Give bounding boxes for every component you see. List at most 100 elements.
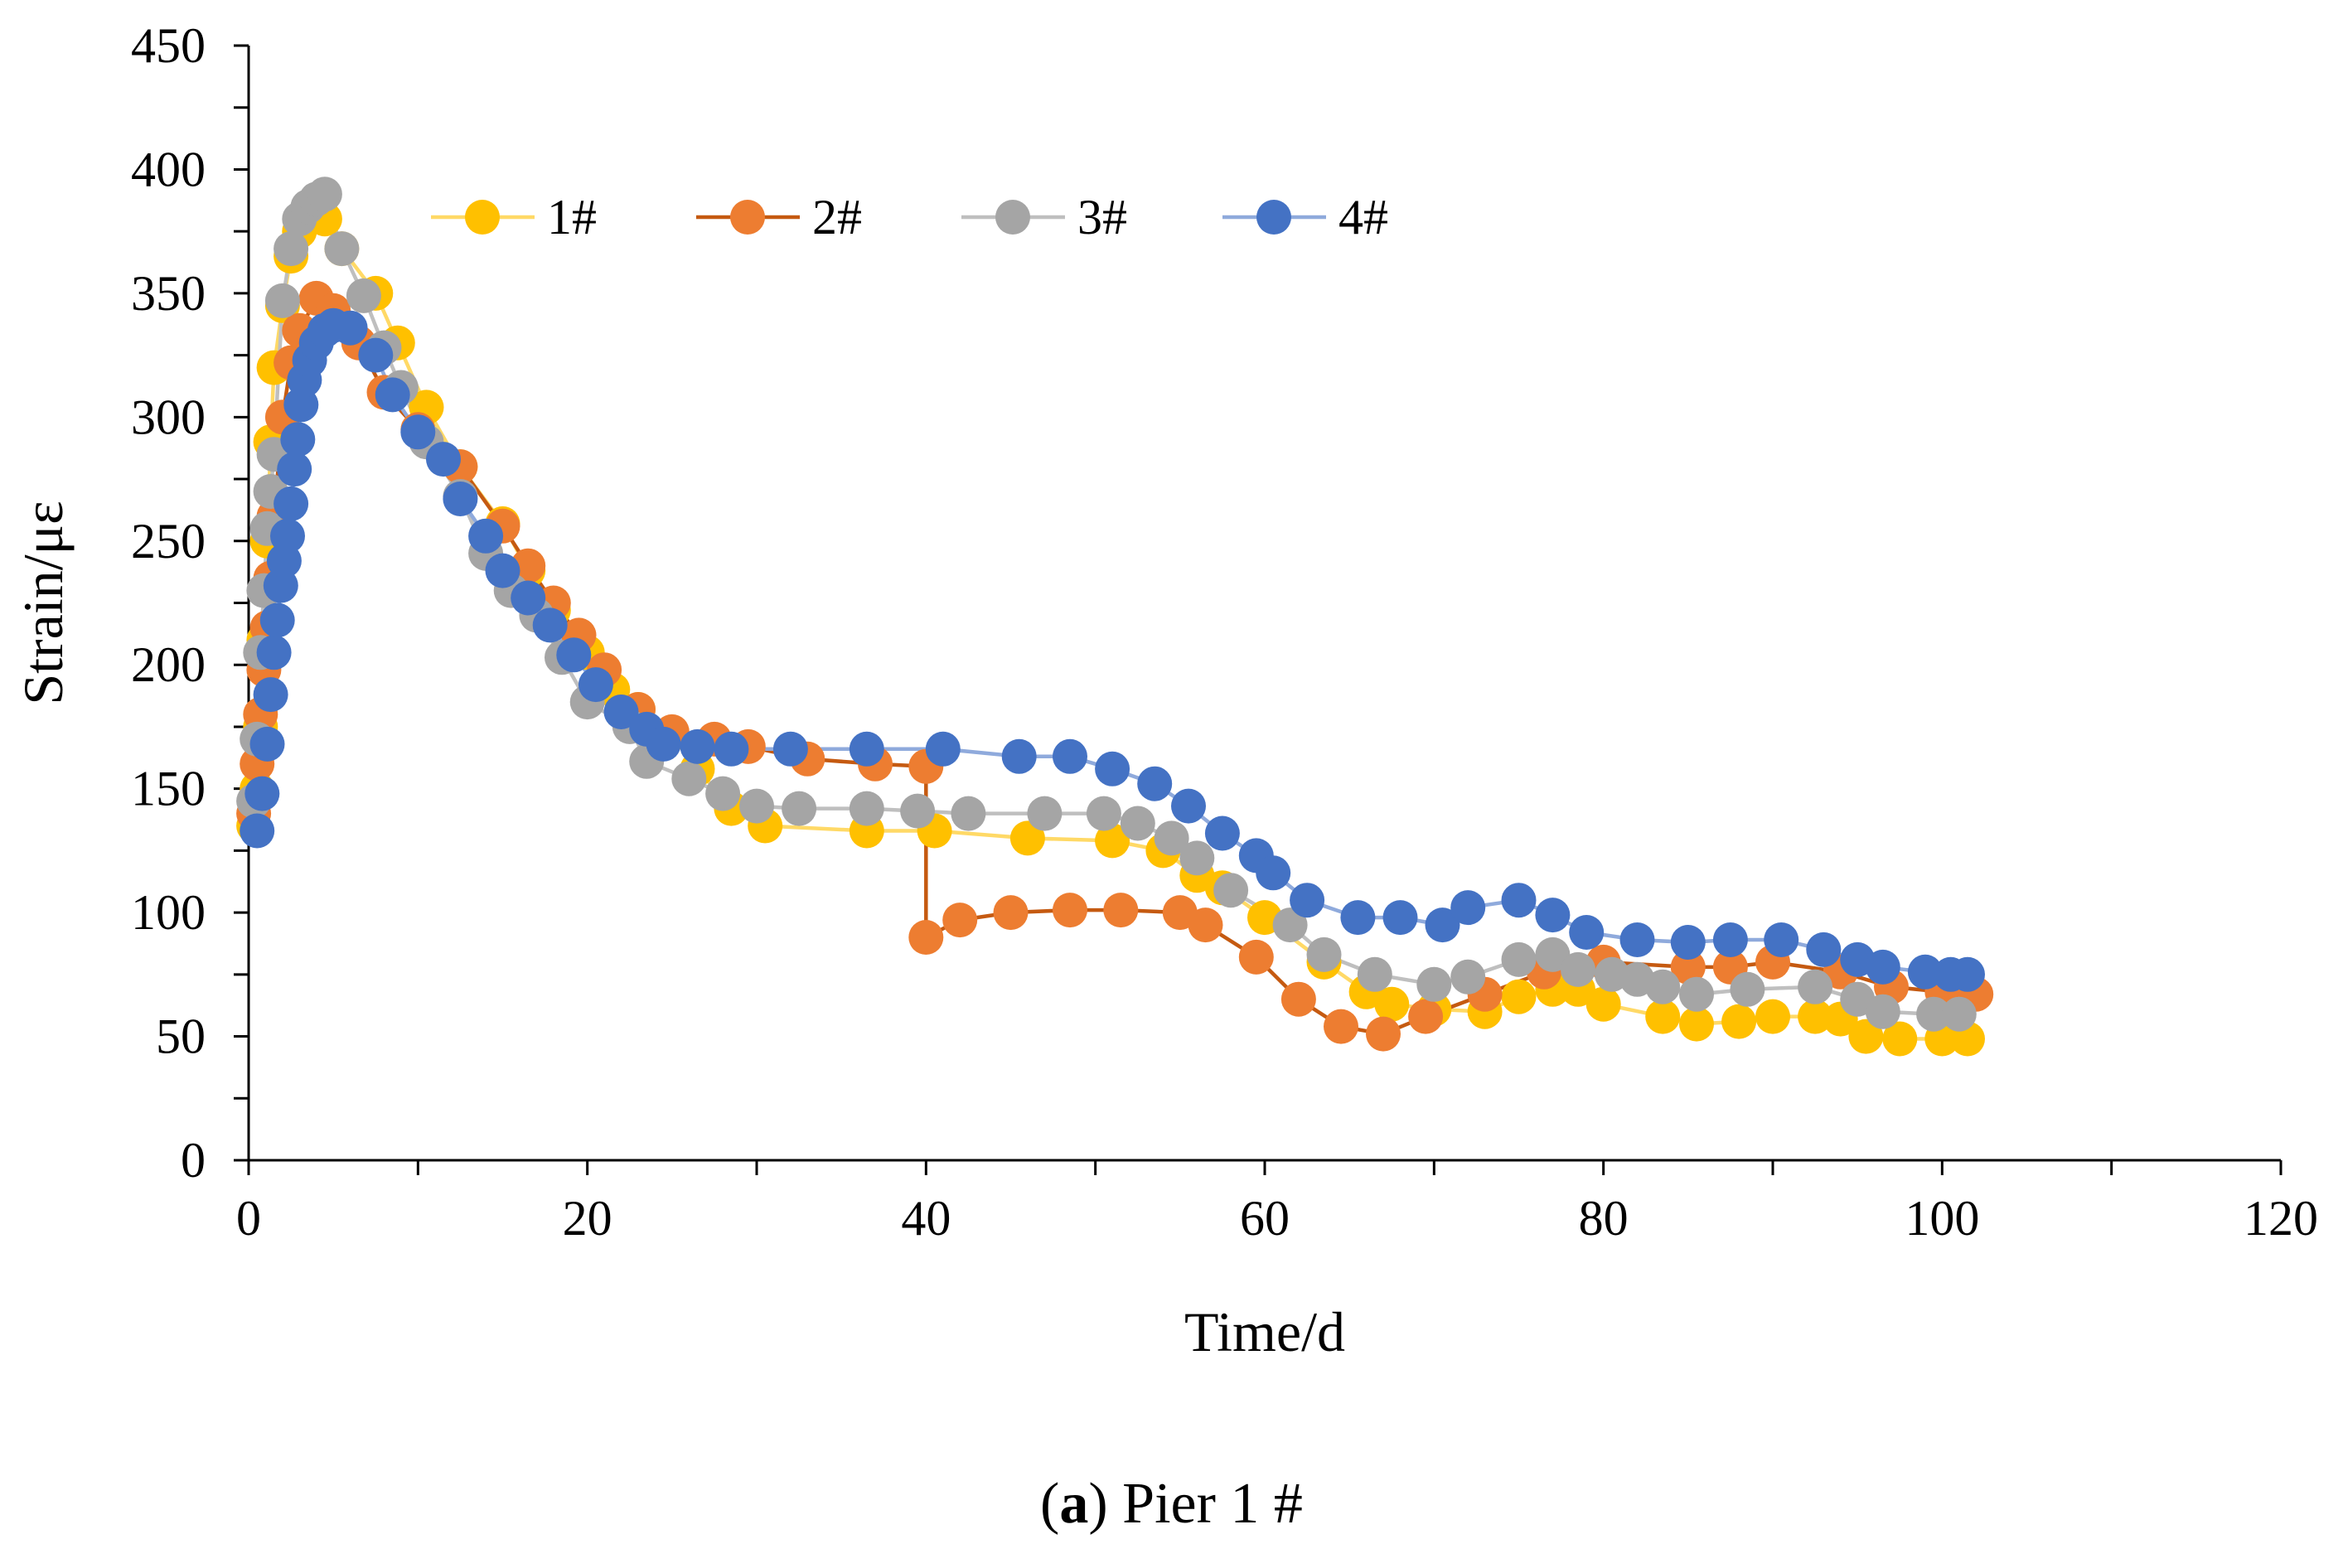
data-point-s4 <box>358 337 394 373</box>
y-tick-label: 200 <box>131 637 206 692</box>
data-point-s3 <box>782 791 817 826</box>
data-point-s4 <box>426 442 461 477</box>
data-point-s2 <box>942 903 978 938</box>
data-point-s2 <box>1408 999 1444 1034</box>
data-point-s3 <box>1357 956 1392 992</box>
data-point-s1 <box>1798 999 1833 1034</box>
data-point-s3 <box>274 231 309 267</box>
data-point-s2 <box>1188 907 1223 943</box>
data-point-s4 <box>1001 738 1037 774</box>
y-tick-label: 250 <box>131 514 206 569</box>
data-point-s3 <box>1535 936 1571 972</box>
data-point-s1 <box>1585 986 1621 1022</box>
data-point-s4 <box>1290 883 1325 918</box>
data-point-s4 <box>646 726 681 762</box>
data-point-s4 <box>253 677 288 713</box>
data-point-s4 <box>714 731 749 767</box>
y-tick-label: 350 <box>131 266 206 321</box>
data-point-s4 <box>680 728 715 764</box>
data-point-s4 <box>280 422 316 457</box>
data-point-s4 <box>1053 738 1087 774</box>
x-tick-label: 80 <box>1579 1191 1629 1246</box>
data-point-s3 <box>324 231 360 267</box>
data-point-s4 <box>240 813 275 849</box>
data-point-s4 <box>1670 925 1706 960</box>
data-point-s4 <box>1535 898 1571 933</box>
data-point-s4 <box>1204 815 1240 851</box>
x-tick-label: 60 <box>1240 1191 1290 1246</box>
data-point-s3 <box>739 788 774 824</box>
data-point-s1 <box>1374 986 1410 1022</box>
data-point-s4 <box>1865 949 1900 985</box>
data-point-s3 <box>1561 951 1595 987</box>
data-point-s4 <box>511 580 546 616</box>
y-tick-label: 450 <box>131 18 206 73</box>
series-line-4 <box>254 323 1968 977</box>
data-point-s3 <box>1272 907 1308 943</box>
data-point-s3 <box>1645 969 1681 1004</box>
data-point-s4 <box>400 414 436 450</box>
data-point-s3 <box>1213 873 1249 908</box>
data-point-s4 <box>256 635 292 670</box>
data-point-s3 <box>849 791 884 826</box>
data-point-s4 <box>375 377 410 413</box>
data-point-s3 <box>1306 936 1342 972</box>
data-point-s1 <box>1679 1006 1714 1042</box>
data-point-s4 <box>849 731 884 767</box>
x-tick-label: 120 <box>2244 1191 2318 1246</box>
data-point-s2 <box>1053 893 1087 928</box>
data-point-s3 <box>307 177 342 212</box>
data-point-s4 <box>578 667 613 703</box>
data-point-s2 <box>1103 893 1139 928</box>
data-point-s3 <box>900 793 936 829</box>
data-point-s2 <box>1324 1009 1358 1044</box>
caption-text: Pier 1 # <box>1122 1472 1303 1536</box>
y-tick-label: 300 <box>131 390 206 444</box>
data-point-s4 <box>1256 855 1291 891</box>
data-point-s3 <box>1086 796 1121 831</box>
data-point-s3 <box>951 796 986 831</box>
data-point-s3 <box>705 776 741 811</box>
x-tick-label: 20 <box>563 1191 612 1246</box>
data-point-s3 <box>346 278 381 313</box>
caption-letter: a <box>1059 1472 1089 1536</box>
data-point-s4 <box>1095 751 1130 786</box>
legend-label-1: 1# <box>547 190 597 244</box>
data-point-s4 <box>1907 954 1943 990</box>
data-point-s4 <box>274 486 309 521</box>
data-point-s3 <box>1798 969 1833 1004</box>
x-axis-title: Time/d <box>1184 1300 1345 1363</box>
data-point-s3 <box>671 761 707 796</box>
data-point-s4 <box>244 776 280 811</box>
figure-caption: (a) Pier 1 # <box>1040 1472 1303 1536</box>
data-point-s4 <box>1171 788 1206 824</box>
data-point-s3 <box>1679 976 1714 1012</box>
legend-label-4: 4# <box>1339 190 1388 244</box>
data-point-s2 <box>993 895 1029 931</box>
data-point-s3 <box>1179 840 1215 876</box>
data-point-s4 <box>468 518 504 554</box>
data-point-s4 <box>1340 900 1376 936</box>
data-point-s1 <box>1848 1019 1884 1054</box>
data-point-s2 <box>1366 1016 1401 1052</box>
data-point-s1 <box>1755 999 1790 1034</box>
data-point-s4 <box>772 731 808 767</box>
data-point-s3 <box>1120 806 1155 841</box>
data-point-s4 <box>249 726 285 762</box>
data-point-s4 <box>270 518 305 554</box>
data-point-s1 <box>1882 1021 1918 1057</box>
y-tick-label: 400 <box>131 142 206 196</box>
data-point-s4 <box>1450 890 1486 926</box>
data-point-s3 <box>1027 796 1063 831</box>
data-point-s3 <box>1416 966 1452 1002</box>
data-point-s4 <box>1137 766 1173 801</box>
series-markers <box>236 177 1994 1057</box>
data-point-s1 <box>1645 999 1681 1034</box>
data-point-s2 <box>908 920 944 955</box>
data-point-s3 <box>1916 996 1952 1032</box>
legend-marker-3 <box>995 200 1030 235</box>
data-point-s1 <box>1095 823 1130 859</box>
data-point-s2 <box>1280 981 1316 1017</box>
data-point-s4 <box>443 482 478 516</box>
data-point-s4 <box>1382 900 1418 936</box>
